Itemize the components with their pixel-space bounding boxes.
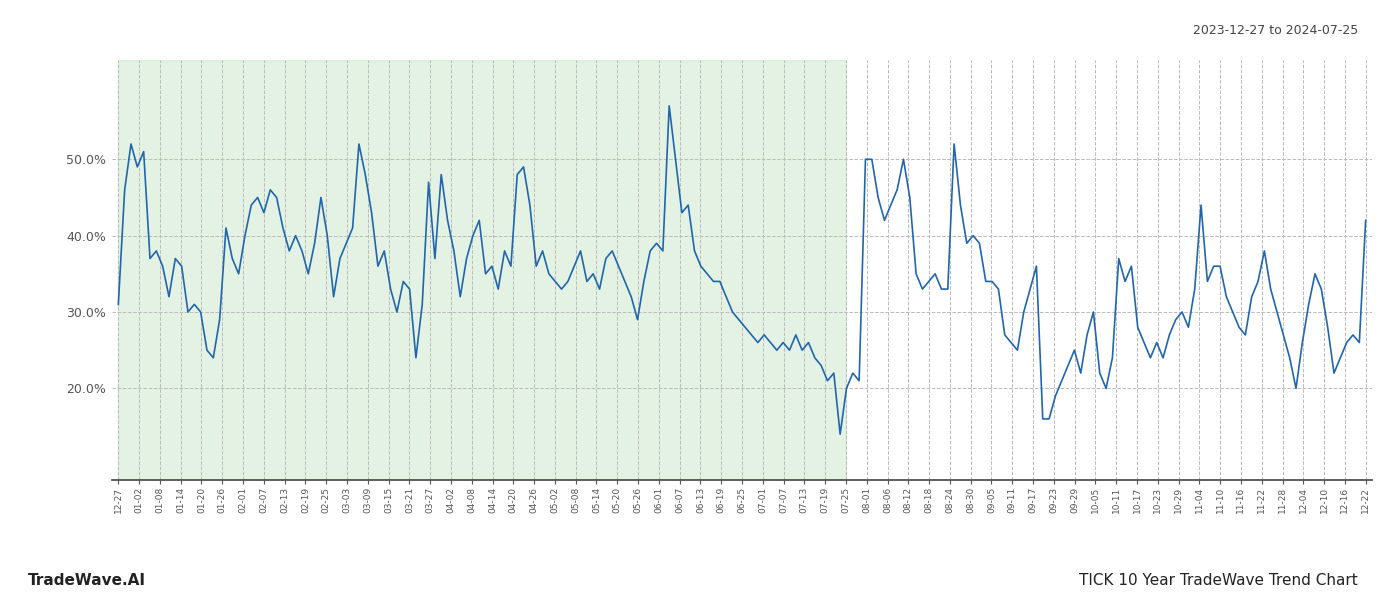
Bar — [119, 60, 846, 480]
Text: TradeWave.AI: TradeWave.AI — [28, 573, 146, 588]
Text: 2023-12-27 to 2024-07-25: 2023-12-27 to 2024-07-25 — [1193, 24, 1358, 37]
Text: TICK 10 Year TradeWave Trend Chart: TICK 10 Year TradeWave Trend Chart — [1079, 573, 1358, 588]
